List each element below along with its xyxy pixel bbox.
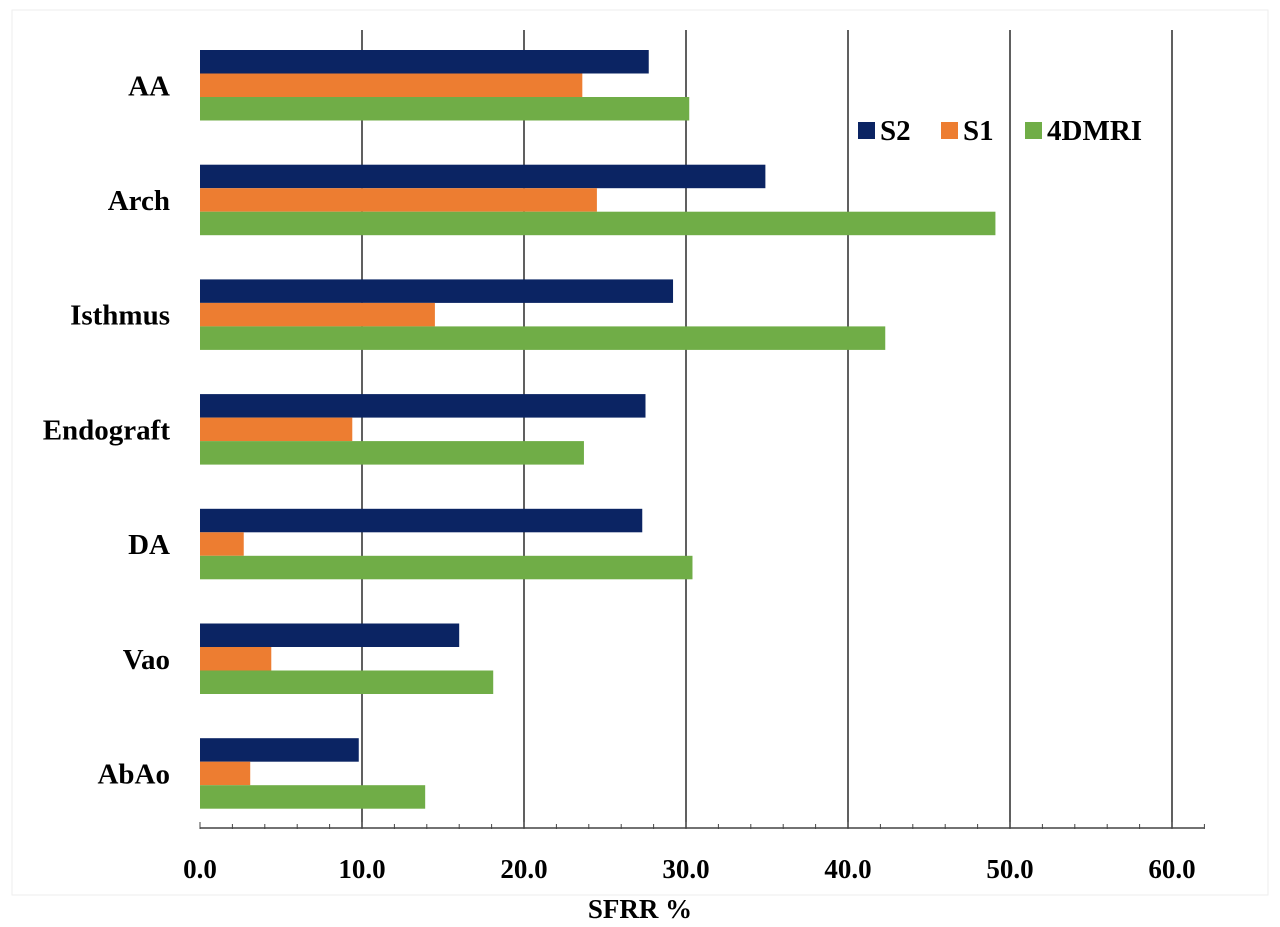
category-label-da: DA [128,529,170,561]
tick-label-0-0: 0.0 [183,854,217,884]
bar-vao-s2 [200,623,460,647]
bars [200,50,996,809]
bar-isthmus-s2 [200,279,674,303]
legend-label-4dmri: 4DMRI [1047,115,1142,147]
legend-label-s2: S2 [880,115,911,147]
category-label-arch: Arch [108,185,170,217]
bar-da-s2 [200,508,643,533]
bar-arch-4dmri [200,211,996,236]
tick-label-30-0: 30.0 [662,854,709,884]
bar-aa-s2 [200,50,649,74]
legend-label-s1: S1 [963,115,994,147]
bar-endograft-s2 [200,394,646,418]
bar-da-s1 [200,532,244,556]
bar-endograft-4dmri [200,441,584,465]
tick-labels: 0.0 10.0 20.0 30.0 40.0 50.0 60.0 [183,854,1196,884]
legend-swatch-4dmri [1025,122,1042,139]
bar-abao-s2 [200,738,359,762]
bar-aa-4dmri [200,97,690,121]
bar-vao-s1 [200,647,272,671]
bar-vao-4dmri [200,670,494,694]
bar-arch-s1 [200,188,597,212]
gridlines [361,30,1173,828]
bar-aa-s1 [200,73,583,97]
legend-swatch-s1 [941,122,958,139]
category-label-aa: AA [128,70,170,102]
x-axis-title: SFRR % [588,894,692,924]
bar-endograft-s1 [200,417,353,442]
category-label-abao: AbAo [97,758,170,790]
x-axis [199,822,1205,829]
bar-isthmus-4dmri [200,326,886,350]
bar-arch-s2 [200,164,766,189]
category-label-isthmus: Isthmus [70,300,170,332]
category-labels: AA Arch Isthmus Endograft DA Vao AbAo [43,70,171,790]
bar-abao-4dmri [200,785,426,809]
bar-abao-s1 [200,761,251,786]
tick-label-10-0: 10.0 [338,854,385,884]
legend: S2 S1 4DMRI [858,115,1142,147]
legend-swatch-s2 [858,122,875,139]
tick-label-40-0: 40.0 [824,854,871,884]
category-label-vao: Vao [123,644,170,676]
bar-da-4dmri [200,555,693,580]
bar-isthmus-s1 [200,302,435,327]
tick-label-20-0: 20.0 [500,854,547,884]
category-label-endograft: Endograft [43,414,171,446]
tick-label-50-0: 50.0 [986,854,1033,884]
tick-label-60-0: 60.0 [1148,854,1195,884]
